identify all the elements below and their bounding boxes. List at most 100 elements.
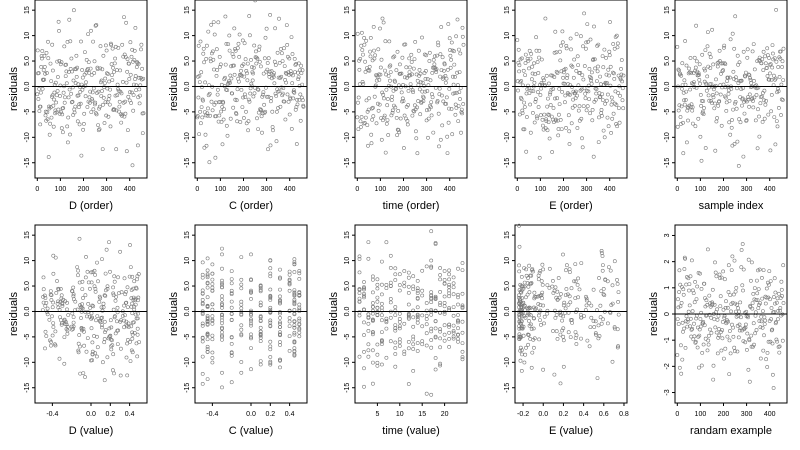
data-point [125, 285, 130, 290]
data-point [268, 318, 273, 323]
data-point [457, 47, 461, 52]
data-point [125, 341, 130, 346]
data-point [726, 319, 731, 324]
data-point [48, 289, 53, 294]
data-point [438, 74, 443, 79]
data-point [568, 270, 572, 275]
y-tick-label: 10 [184, 32, 191, 40]
data-point [406, 275, 411, 280]
data-point [92, 284, 97, 289]
data-point [761, 309, 765, 314]
data-point [238, 120, 243, 124]
data-point [772, 276, 777, 281]
data-point [130, 350, 135, 355]
data-point [679, 73, 684, 78]
data-point [131, 93, 136, 97]
data-point [596, 323, 601, 328]
data-point [722, 43, 727, 48]
data-point [237, 32, 242, 37]
data-point [535, 60, 540, 64]
data-point [759, 61, 764, 66]
data-point [278, 299, 282, 303]
data-point [132, 48, 137, 53]
data-point [521, 83, 525, 88]
data-point [374, 121, 379, 126]
data-point [70, 69, 75, 74]
x-tick-label: -0.2 [517, 411, 529, 418]
data-point [406, 89, 411, 93]
data-point [205, 268, 210, 273]
y-tick-label: 10 [344, 32, 351, 40]
data-point [92, 71, 97, 75]
x-tick-label: 200 [78, 186, 90, 193]
y-tick-label: -15 [24, 383, 31, 393]
data-point [522, 127, 527, 132]
data-point [456, 119, 461, 124]
data-point [757, 134, 762, 139]
data-point [752, 67, 757, 72]
data-point [239, 255, 244, 259]
data-point [92, 59, 97, 64]
data-point [732, 142, 737, 146]
data-point [93, 289, 98, 294]
data-point [564, 46, 569, 51]
data-point [372, 94, 377, 99]
data-point [752, 95, 757, 100]
data-point [433, 68, 438, 72]
data-point [429, 293, 434, 298]
data-point [424, 301, 429, 305]
data-point [205, 111, 210, 116]
data-point [278, 294, 282, 299]
data-point [58, 300, 63, 304]
data-point [229, 277, 234, 282]
data-point [762, 315, 767, 320]
data-point [195, 114, 200, 118]
data-point [688, 87, 693, 92]
data-point [453, 112, 458, 117]
y-tick-label: -1 [664, 337, 671, 343]
data-point [739, 248, 744, 252]
data-point [242, 74, 247, 79]
data-point [460, 330, 465, 335]
data-point [539, 57, 544, 62]
data-point [262, 102, 267, 107]
data-point [402, 146, 406, 150]
y-tick-label: -5 [184, 334, 191, 340]
data-point [699, 104, 704, 108]
data-point [362, 350, 366, 354]
data-point [239, 299, 244, 304]
data-point [697, 78, 702, 82]
data-point [386, 97, 390, 101]
data-point [249, 290, 253, 294]
data-point [728, 293, 733, 298]
data-point [368, 36, 373, 40]
data-point [599, 289, 604, 294]
data-point [80, 68, 85, 72]
data-point [241, 95, 246, 100]
data-point [252, 43, 257, 48]
data-point [576, 295, 581, 300]
data-point [388, 297, 393, 301]
data-point [205, 305, 210, 309]
data-point [601, 263, 605, 268]
data-point [55, 279, 59, 283]
data-point [74, 53, 79, 58]
data-point [410, 72, 414, 77]
data-point [235, 119, 240, 124]
data-point [574, 32, 579, 37]
data-point [779, 287, 784, 292]
data-point [361, 52, 365, 57]
data-point [424, 69, 428, 73]
data-point [438, 266, 443, 270]
data-point [205, 285, 210, 290]
y-tick-label: -15 [344, 158, 351, 168]
data-point [702, 66, 707, 71]
data-point [446, 67, 450, 72]
data-point [200, 115, 205, 120]
data-point [362, 121, 367, 125]
data-point [731, 334, 736, 339]
data-point [59, 110, 64, 115]
data-point [454, 106, 459, 110]
data-point [39, 54, 44, 58]
